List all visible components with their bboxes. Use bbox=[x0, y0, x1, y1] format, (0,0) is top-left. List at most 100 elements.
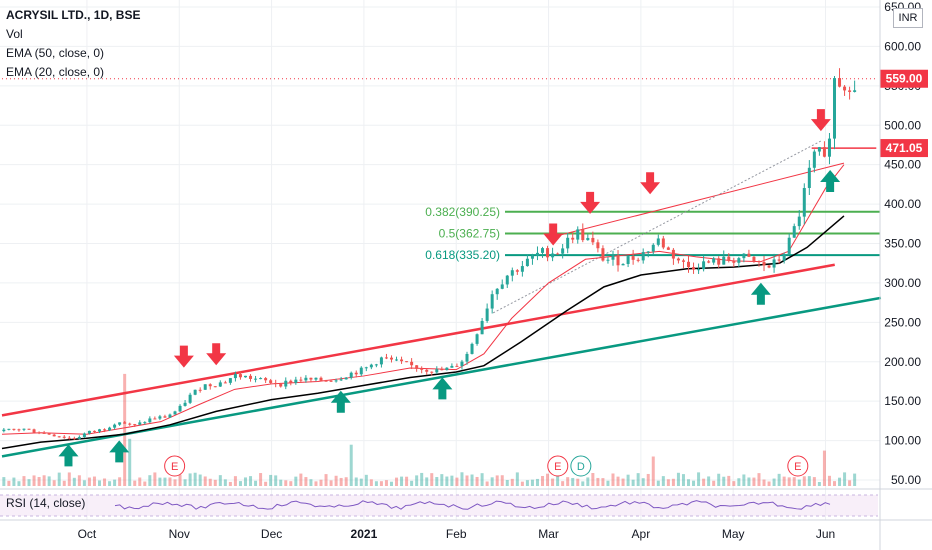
price-badge-label: 471.05 bbox=[886, 141, 923, 155]
volume-bar bbox=[802, 476, 806, 486]
candle-body bbox=[450, 365, 454, 368]
legend-rsi[interactable]: RSI (14, close) bbox=[6, 496, 86, 510]
candle-body bbox=[223, 382, 227, 384]
candle-body bbox=[601, 248, 605, 261]
volume-bar bbox=[259, 473, 263, 486]
volume-bar bbox=[681, 474, 685, 486]
candle-body bbox=[596, 242, 600, 249]
candle-body bbox=[581, 229, 585, 241]
volume-bar bbox=[249, 476, 253, 486]
volume-bar bbox=[641, 478, 645, 486]
candle-body bbox=[259, 378, 263, 380]
volume-bar bbox=[546, 473, 550, 486]
volume-bar bbox=[118, 477, 122, 486]
candle-body bbox=[163, 416, 167, 418]
symbol-title[interactable]: ACRYSIL LTD., 1D, BSE bbox=[6, 8, 141, 22]
volume-bar bbox=[264, 481, 268, 486]
candle-body bbox=[274, 382, 278, 384]
volume-bar bbox=[697, 472, 701, 486]
volume-bar bbox=[97, 480, 101, 486]
candle-body bbox=[782, 253, 786, 261]
price-badge bbox=[880, 139, 928, 158]
candle-body bbox=[410, 361, 414, 366]
candle-body bbox=[405, 361, 409, 363]
volume-bar bbox=[631, 479, 635, 486]
volume-bar bbox=[319, 479, 323, 486]
volume-bar bbox=[621, 478, 625, 486]
volume-bar bbox=[314, 481, 318, 486]
candle-body bbox=[525, 258, 529, 267]
candle-body bbox=[697, 269, 701, 271]
volume-bar bbox=[676, 472, 680, 486]
candle-body bbox=[52, 434, 56, 437]
volume-bar bbox=[465, 475, 469, 486]
candle-body bbox=[17, 429, 21, 431]
volume-bar bbox=[556, 473, 560, 486]
volume-bar bbox=[636, 473, 640, 486]
price-axis[interactable]: 50.00 100.00 150.00 200.00 250.00 300.00 350.0… bbox=[879, 0, 928, 550]
candle-body bbox=[853, 90, 857, 92]
volume-bar bbox=[173, 479, 177, 486]
up-arrow-icon bbox=[109, 440, 130, 463]
volume-bar bbox=[717, 473, 721, 486]
up-arrow-icon bbox=[820, 170, 841, 193]
volume-bar bbox=[62, 480, 66, 486]
volume-bar bbox=[395, 477, 399, 486]
volume-bar bbox=[82, 480, 86, 486]
candle-body bbox=[737, 258, 741, 263]
volume-bar bbox=[661, 476, 665, 486]
time-axis[interactable]: Oct Nov Dec 2021 Feb Mar Apr May Jun bbox=[0, 519, 932, 541]
candle-body bbox=[153, 418, 157, 420]
candle-body bbox=[47, 433, 51, 435]
candle-body bbox=[510, 270, 514, 276]
volume-bar bbox=[294, 476, 298, 486]
legend-ema20[interactable]: EMA (20, close, 0) bbox=[6, 65, 105, 79]
rsi-line bbox=[114, 500, 831, 510]
volume-bar bbox=[279, 479, 283, 486]
legend-ema50[interactable]: EMA (50, close, 0) bbox=[6, 46, 105, 60]
candle-body bbox=[299, 379, 303, 381]
volume-bar bbox=[757, 473, 761, 486]
candle-body bbox=[279, 383, 283, 387]
up-arrow-icon bbox=[330, 390, 351, 413]
candle-body bbox=[188, 394, 192, 403]
candle-body bbox=[566, 237, 570, 249]
x-tick-label: May bbox=[722, 527, 745, 541]
volume-bar bbox=[440, 474, 444, 486]
event-marker-label: E bbox=[794, 461, 801, 473]
volume-bar bbox=[807, 476, 811, 486]
volume-bar bbox=[687, 479, 691, 486]
legend-vol[interactable]: Vol bbox=[6, 27, 23, 41]
candle-body bbox=[445, 367, 449, 371]
down-arrow-icon bbox=[206, 343, 227, 366]
candle-body bbox=[203, 384, 207, 390]
volume-bar bbox=[425, 477, 429, 486]
volume-bar bbox=[12, 477, 16, 486]
candle-body bbox=[148, 418, 152, 423]
volume-bar bbox=[233, 476, 237, 486]
y-tick-label: 450.00 bbox=[884, 158, 921, 172]
candle-body bbox=[22, 428, 26, 430]
candle-body bbox=[384, 357, 388, 359]
candle-body bbox=[113, 424, 117, 428]
x-tick-label: Jun bbox=[816, 527, 835, 541]
candle-body bbox=[576, 229, 580, 240]
candle-body bbox=[168, 414, 172, 418]
price-badge-label: 559.00 bbox=[886, 72, 923, 86]
candle-body bbox=[289, 380, 293, 383]
candle-body bbox=[692, 267, 696, 270]
candle-body bbox=[62, 436, 66, 438]
candle-body bbox=[455, 365, 459, 367]
candle-body bbox=[822, 147, 826, 157]
candle-body bbox=[732, 260, 736, 263]
candle-body bbox=[707, 261, 711, 263]
volume-bar bbox=[254, 480, 258, 486]
volume-bar bbox=[410, 480, 414, 486]
candle-body bbox=[249, 375, 253, 379]
volume-bar bbox=[379, 481, 383, 486]
currency-badge[interactable]: INR bbox=[893, 8, 923, 28]
x-tick-label: Feb bbox=[446, 527, 467, 541]
volume-bar bbox=[762, 479, 766, 486]
volume-bar bbox=[561, 481, 565, 486]
